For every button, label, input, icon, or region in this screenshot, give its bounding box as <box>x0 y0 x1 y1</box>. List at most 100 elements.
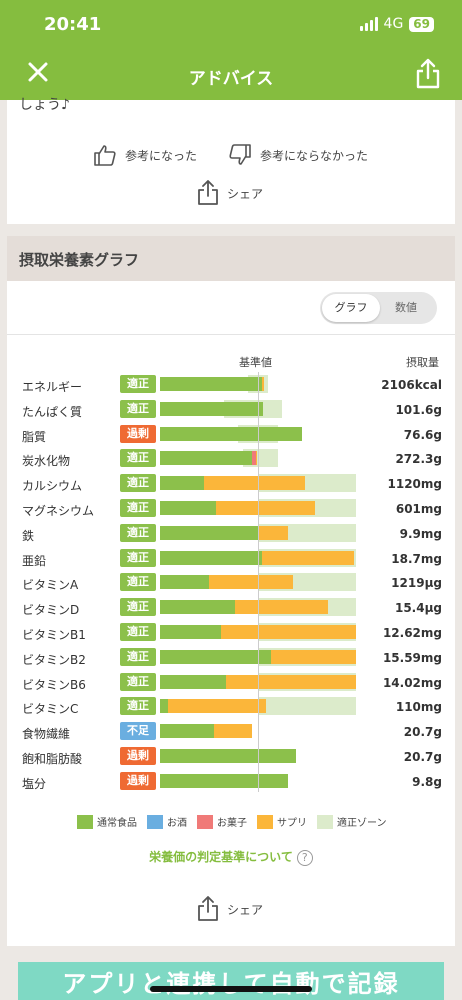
battery-icon: 69 <box>409 16 434 32</box>
legend-label: 適正ゾーン <box>337 818 387 829</box>
status-badge: 適正 <box>120 474 156 493</box>
thumbs-down-icon <box>229 144 251 165</box>
nutrient-name: 脂質 <box>22 429 47 444</box>
legend-label: お菓子 <box>217 818 247 829</box>
supplement-bar <box>270 649 356 664</box>
supplement-bar <box>213 724 253 739</box>
intake-amount: 76.6g <box>403 427 442 442</box>
nutrient-row[interactable]: 塩分 過剰 9.8g <box>7 769 455 794</box>
nutrient-row[interactable]: ビタミンB2 適正 15.59mg <box>7 645 455 670</box>
standard-line <box>258 372 259 792</box>
nutrient-row[interactable]: 炭水化物 適正 272.3g <box>7 446 455 471</box>
status-badge: 適正 <box>120 499 156 517</box>
intake-amount: 601mg <box>395 502 442 516</box>
advice-card: しょう♪ 参考になった 参考にならなかった シェア <box>7 97 455 224</box>
nutrient-name: 炭水化物 <box>22 454 71 469</box>
nutrient-row[interactable]: たんぱく質 適正 101.6g <box>7 397 455 422</box>
nutrient-row[interactable]: 飽和脂肪酸 過剰 20.7g <box>7 744 455 769</box>
thumbs-up-icon <box>94 145 116 166</box>
share-icon[interactable] <box>414 58 442 94</box>
not-helpful-label: 参考にならなかった <box>260 148 369 163</box>
divider <box>7 334 455 335</box>
intake-amount: 1219μg <box>391 576 442 591</box>
supplement-bar <box>220 625 356 639</box>
intake-amount: 12.62mg <box>382 626 442 640</box>
normal-food-bar <box>160 724 214 739</box>
intake-amount: 20.7g <box>403 725 442 740</box>
graph-share-button[interactable]: シェア <box>197 896 263 922</box>
nutrient-row[interactable]: ビタミンD 適正 15.4μg <box>7 595 455 620</box>
criteria-label[interactable]: 栄養価の判定基準について <box>149 850 293 864</box>
nutrient-row[interactable]: 鉄 適正 9.9mg <box>7 521 455 546</box>
legend-item: お酒 <box>147 814 187 829</box>
intake-amount: 20.7g <box>403 750 442 764</box>
share-icon <box>198 180 218 205</box>
normal-food-bar <box>160 600 236 615</box>
app-link-banner[interactable]: アプリと連携して自動で記録 <box>18 962 444 1000</box>
nutrient-row[interactable]: ビタミンA 適正 1219μg <box>7 570 455 595</box>
nutrient-name: カルシウム <box>22 479 83 494</box>
status-badge: 過剰 <box>120 747 156 765</box>
nutrient-row[interactable]: カルシウム 適正 1120mg <box>7 471 455 496</box>
advice-text: しょう♪ <box>19 97 70 113</box>
header-standard: 基準値 <box>239 356 272 369</box>
nutrient-row[interactable]: ビタミンC 適正 110mg <box>7 694 455 719</box>
help-icon[interactable]: ? <box>296 849 313 866</box>
nutrient-row[interactable]: 食物繊維 不足 20.7g <box>7 719 455 744</box>
share-icon <box>198 896 218 921</box>
normal-food-bar <box>160 377 262 391</box>
normal-food-bar <box>160 773 289 788</box>
status-right: 4G 69 <box>359 16 434 32</box>
intake-amount: 1120mg <box>387 477 443 492</box>
helpful-label: 参考になった <box>125 148 198 163</box>
status-badge: 適正 <box>120 399 156 418</box>
status-badge: 適正 <box>120 523 156 542</box>
view-toggle[interactable]: グラフ 数値 <box>320 292 437 324</box>
nutrient-name: ビタミンB1 <box>22 628 86 642</box>
toggle-value[interactable]: 数値 <box>395 301 417 314</box>
status-badge: 不足 <box>120 722 156 741</box>
section-title: 摂取栄養素グラフ <box>7 236 455 281</box>
home-indicator <box>150 986 312 992</box>
legend-item: お菓子 <box>197 814 247 829</box>
helpful-button[interactable]: 参考になった <box>93 144 197 166</box>
not-helpful-button[interactable]: 参考にならなかった <box>228 144 368 166</box>
share-label: シェア <box>227 186 264 201</box>
close-icon[interactable] <box>24 60 52 88</box>
criteria-link[interactable]: 栄養価の判定基準について? <box>7 848 455 866</box>
signal-icon <box>359 17 378 31</box>
intake-amount: 18.7mg <box>391 551 442 566</box>
toggle-graph[interactable]: グラフ <box>322 294 380 322</box>
nutrient-name: 塩分 <box>22 776 47 791</box>
nutrient-row[interactable]: 脂質 過剰 76.6g <box>7 422 455 447</box>
intake-amount: 2106kcal <box>381 378 442 392</box>
legend-item: サプリ <box>257 814 307 829</box>
advice-share-button[interactable]: シェア <box>197 180 263 206</box>
intake-amount: 15.4μg <box>394 601 442 616</box>
status-badge: 適正 <box>120 449 156 468</box>
intake-amount: 9.8g <box>412 774 442 789</box>
status-badge: 適正 <box>120 647 156 666</box>
normal-food-bar <box>160 451 253 466</box>
legend-swatch <box>257 814 273 829</box>
normal-food-bar <box>160 401 263 416</box>
header-intake: 摂取量 <box>406 356 439 369</box>
nutrient-graph-card: 摂取栄養素グラフ グラフ 数値 基準値 摂取量 エネルギー 適正 2106kcal た… <box>7 236 455 946</box>
nutrient-row[interactable]: エネルギー 適正 2106kcal <box>7 372 455 397</box>
status-badge: 適正 <box>120 573 156 592</box>
supplement-bar <box>204 476 306 491</box>
status-badge: 過剰 <box>120 424 156 443</box>
nutrient-name: ビタミンA <box>22 578 79 593</box>
supplement-bar <box>215 501 315 515</box>
legend-label: お酒 <box>167 818 187 829</box>
nutrient-row[interactable]: マグネシウム 適正 601mg <box>7 496 455 521</box>
nutrient-name: ビタミンD <box>22 603 80 618</box>
legend-swatch <box>147 814 163 829</box>
intake-amount: 101.6g <box>395 402 442 417</box>
nutrient-row[interactable]: ビタミンB1 適正 12.62mg <box>7 620 455 645</box>
normal-food-bar <box>160 501 216 515</box>
nutrient-row[interactable]: ビタミンB6 適正 14.02mg <box>7 670 455 695</box>
intake-amount: 9.9mg <box>399 526 442 541</box>
nutrient-name: ビタミンB6 <box>22 677 86 692</box>
nutrient-row[interactable]: 亜鉛 適正 18.7mg <box>7 546 455 571</box>
